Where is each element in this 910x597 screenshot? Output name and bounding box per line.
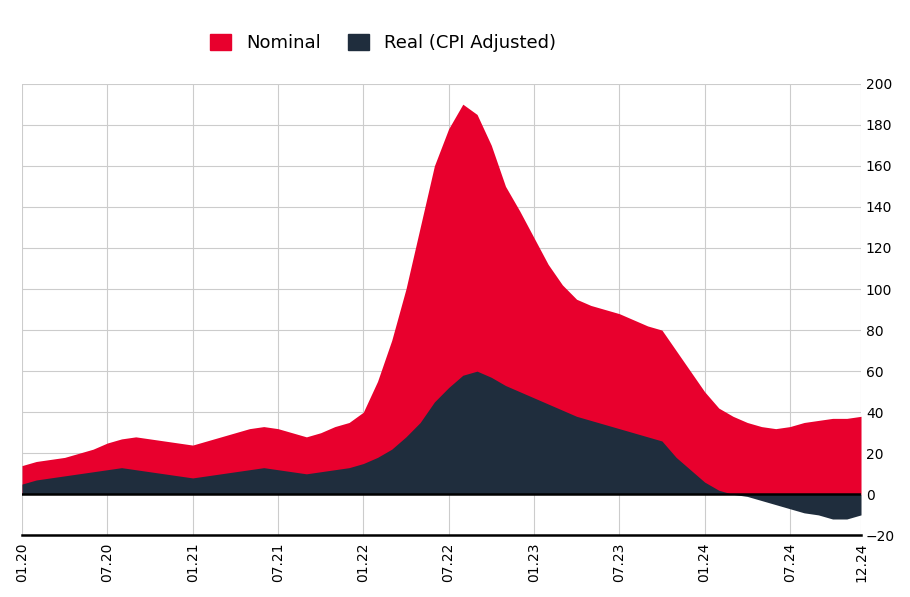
Legend: Nominal, Real (CPI Adjusted): Nominal, Real (CPI Adjusted) <box>209 34 556 52</box>
